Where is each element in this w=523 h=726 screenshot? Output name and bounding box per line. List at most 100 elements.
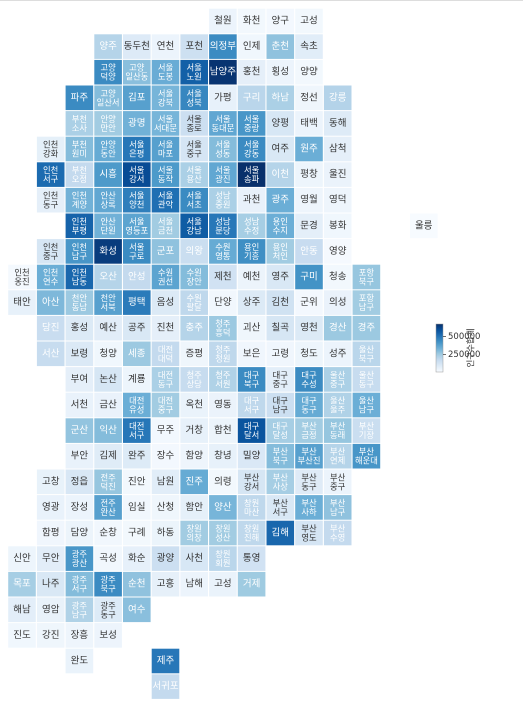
- tile: [123, 85, 151, 111]
- tile-label: 서울 은평: [129, 139, 145, 158]
- tile-label: 진안: [128, 476, 146, 487]
- tile: [94, 34, 122, 59]
- tile-label: 영월: [300, 194, 317, 206]
- tile: [266, 495, 295, 520]
- tile: [352, 443, 381, 469]
- tile: [65, 315, 94, 341]
- tile: [237, 34, 266, 59]
- tile-label: 서울 서대문: [154, 113, 177, 132]
- tile-label: 밀양: [243, 450, 261, 462]
- tile: [151, 85, 180, 111]
- tile-label: 순창: [99, 528, 117, 539]
- tile: [209, 290, 237, 315]
- tile-label: 부산 사상: [273, 472, 289, 491]
- tile-label: 경산: [329, 322, 347, 334]
- tile: [323, 239, 352, 264]
- tile: [323, 341, 352, 367]
- tile-label: 삼척: [329, 144, 346, 155]
- tile-label: 광주 남구: [72, 600, 88, 619]
- tile: [352, 418, 381, 443]
- tile: [266, 392, 295, 418]
- tile-label: 진주: [185, 476, 203, 487]
- tile: [266, 290, 295, 315]
- tile-label: 광주 동구: [100, 600, 116, 619]
- tile: [266, 213, 295, 239]
- tile-label: 부산 해운대: [355, 446, 378, 465]
- tile-label: 부여: [71, 373, 88, 385]
- tile-label: 서울 강동: [244, 139, 260, 158]
- tile-label: 김포: [128, 91, 146, 103]
- tile-label: 대구 중구: [273, 369, 289, 388]
- tile: [295, 34, 323, 59]
- tile-label: 광명: [128, 117, 145, 129]
- tile-label: 영덕: [329, 195, 346, 206]
- tile-label: 대구 달성: [273, 421, 289, 440]
- tile-label: 인천 서구: [43, 165, 59, 184]
- tile: [295, 469, 323, 495]
- tile-label: 천안 동남: [72, 293, 88, 312]
- tile: [237, 136, 266, 162]
- tile: [151, 674, 180, 699]
- tile: [209, 341, 237, 367]
- tile: [266, 418, 295, 443]
- tile-label: 울릉: [415, 220, 433, 231]
- tile-label: 보성: [99, 630, 116, 641]
- tile: [94, 392, 122, 418]
- tile: [65, 418, 94, 443]
- tile-label: 서울 도봉: [158, 62, 174, 81]
- tile-label: 예천: [243, 272, 260, 283]
- tile: [180, 469, 208, 495]
- tile-label: 부천 소사: [72, 113, 88, 132]
- tile: [94, 546, 122, 571]
- tile-label: 서울 광진: [215, 165, 231, 184]
- tile: [295, 8, 323, 34]
- tile-label: 서울 종로: [187, 113, 203, 132]
- tile-label: 순천: [128, 579, 145, 590]
- tile: [266, 34, 295, 59]
- tile-label: 전주 완산: [100, 497, 116, 516]
- tile: [323, 367, 352, 392]
- tile-label: 천안 서북: [100, 293, 116, 312]
- tile: [151, 341, 180, 367]
- tile: [94, 597, 122, 623]
- tile-label: 양산: [214, 502, 232, 513]
- tile-label: 서귀포: [152, 681, 178, 692]
- tile: [65, 290, 94, 315]
- tile-label: 인천 연수: [43, 267, 59, 286]
- tile: [123, 392, 151, 418]
- tile-label: 곡성: [99, 553, 116, 564]
- tile-label: 태백: [300, 118, 317, 129]
- tile: [266, 59, 295, 85]
- tile-label: 용인 처인: [273, 241, 288, 260]
- tile-label: 서울 관악: [158, 190, 174, 209]
- tile: [323, 162, 352, 187]
- tile: [94, 264, 122, 290]
- tile: [8, 571, 36, 597]
- tile: [209, 443, 237, 469]
- tile: [295, 239, 323, 264]
- tile: [65, 162, 94, 187]
- tile: [180, 546, 208, 571]
- tile: [123, 187, 151, 213]
- tile: [94, 59, 122, 85]
- tile: [209, 34, 237, 59]
- tile-label: 논산: [99, 374, 117, 385]
- tile: [151, 520, 180, 546]
- tile-label: 서울 강남: [187, 216, 203, 235]
- tile-label: 사천: [185, 553, 202, 564]
- tile: [180, 392, 208, 418]
- tile-label: 부산 동구: [301, 472, 317, 491]
- tile-label: 오산: [99, 272, 117, 283]
- tile-label: 양주: [99, 41, 117, 52]
- tile: [151, 59, 180, 85]
- tile: [180, 85, 208, 111]
- tile: [209, 136, 237, 162]
- tile-label: 부산 연제: [330, 446, 346, 465]
- tile-label: 서울 영등포: [125, 216, 148, 235]
- tile: [151, 34, 180, 59]
- tile-label: 함양: [185, 451, 203, 462]
- tile-label: 대전 유성: [129, 395, 144, 414]
- tile: [352, 315, 381, 341]
- tile-label: 남원: [157, 476, 174, 487]
- tile: [94, 571, 122, 597]
